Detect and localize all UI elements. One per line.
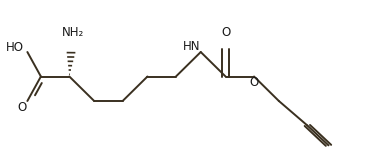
Text: HO: HO xyxy=(5,41,24,54)
Text: O: O xyxy=(249,76,259,89)
Text: O: O xyxy=(221,26,230,39)
Text: HN: HN xyxy=(183,40,201,53)
Text: NH₂: NH₂ xyxy=(62,26,84,39)
Text: O: O xyxy=(17,101,27,114)
